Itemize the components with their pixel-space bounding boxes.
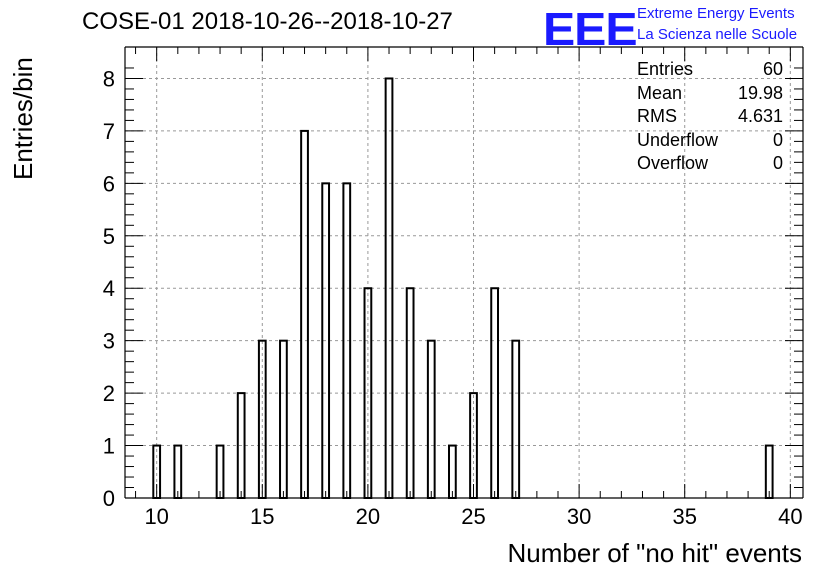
stat-label: Entries xyxy=(637,59,694,79)
stat-label: Overflow xyxy=(637,153,709,173)
histogram-bar xyxy=(300,129,309,499)
stat-row-overflow: Overflow 0 xyxy=(637,152,783,176)
stat-value: 19.98 xyxy=(737,82,783,103)
x-tick-label: 20 xyxy=(356,504,380,529)
y-tick-label: 6 xyxy=(103,171,115,196)
stat-value: 60 xyxy=(762,59,783,79)
histogram-bar xyxy=(511,339,521,499)
stat-row-rms: RMS 4.631 xyxy=(637,105,783,129)
x-tick-label: 30 xyxy=(567,504,591,529)
histogram-bar xyxy=(764,444,774,499)
x-tick-label: 35 xyxy=(672,504,696,529)
stat-value: 0 xyxy=(772,153,783,173)
y-tick-label: 3 xyxy=(103,329,115,354)
y-tick-label: 7 xyxy=(103,119,115,144)
histogram-bar xyxy=(426,339,436,499)
stat-label: Underflow xyxy=(637,129,719,150)
y-tick-label: 0 xyxy=(103,486,115,511)
logo-line-1: Extreme Energy Events xyxy=(637,5,795,22)
histogram-bar xyxy=(448,444,457,499)
stat-value: 4.631 xyxy=(737,106,783,126)
histogram-bar xyxy=(173,444,183,499)
y-tick-label: 2 xyxy=(103,381,115,406)
histogram-bar xyxy=(279,339,288,499)
x-tick-label: 25 xyxy=(461,504,485,529)
stat-label: RMS xyxy=(637,106,677,126)
x-tick-label: 15 xyxy=(250,504,274,529)
eee-logo: EEE xyxy=(543,3,638,55)
histogram-bar xyxy=(215,444,225,499)
chart-title: COSE-01 2018-10-26--2018-10-27 xyxy=(82,8,453,35)
grid-lines xyxy=(125,47,803,498)
y-tick-label: 1 xyxy=(103,434,115,459)
y-tick-label: 4 xyxy=(103,276,115,301)
y-axis-label: Entries/bin xyxy=(8,57,38,180)
stats-box: Entries 60 Mean 19.98 RMS 4.631 Underflo… xyxy=(637,58,783,176)
x-axis-label: Number of "no hit" events xyxy=(507,538,803,568)
axes: 10 15 20 25 30 35 40 0 1 2 3 4 5 6 7 8 xyxy=(103,46,804,529)
y-tick-label: 5 xyxy=(103,224,115,249)
stat-label: Mean xyxy=(637,82,683,103)
y-tick-label: 8 xyxy=(103,66,115,91)
histogram-bars xyxy=(152,77,774,499)
x-tick-label: 10 xyxy=(144,504,168,529)
stat-row-entries: Entries 60 xyxy=(637,58,783,82)
stat-row-underflow: Underflow 0 xyxy=(637,129,783,153)
stat-row-mean: Mean 19.98 xyxy=(637,82,783,106)
stat-value: 0 xyxy=(772,129,783,150)
logo-line-2: La Scienza nelle Scuole xyxy=(637,26,798,43)
x-tick-label: 40 xyxy=(778,504,802,529)
